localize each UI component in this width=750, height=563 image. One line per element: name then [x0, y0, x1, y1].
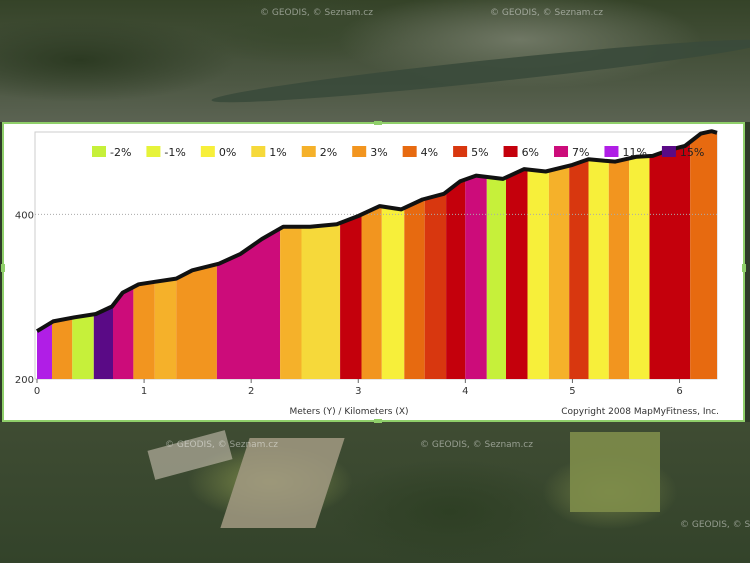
copyright-text: Copyright 2008 MapMyFitness, Inc. [561, 407, 719, 417]
grade-segment [506, 169, 528, 379]
x-axis-label: Meters (Y) / Kilometers (X) [289, 407, 408, 417]
grade-segment [465, 175, 487, 379]
x-tick-label: 5 [569, 386, 575, 397]
legend-label: 5% [471, 146, 488, 159]
grade-segment [649, 141, 691, 379]
grade-segment [424, 192, 447, 379]
resize-handle-left[interactable] [1, 264, 5, 272]
grade-segment [588, 159, 609, 379]
legend-label: -2% [110, 146, 131, 159]
grade-segment [93, 305, 113, 379]
grade-segment [176, 264, 217, 379]
grade-segment [446, 179, 466, 379]
grade-segment [527, 169, 549, 379]
resize-handle-bottom[interactable] [374, 419, 382, 423]
legend-swatch [604, 146, 619, 157]
legend-label: 1% [269, 146, 286, 159]
grade-segment [629, 156, 650, 379]
legend: -2% -1% 0% 1% 2% 3% 4% 5% 6% 7% 11% 15% [92, 146, 704, 159]
grade-segment [52, 317, 73, 379]
legend-label: 0% [219, 146, 236, 159]
legend-swatch [200, 146, 215, 157]
map-watermark: © GEODIS, © Seznam.cz [490, 8, 603, 18]
legend-label: 4% [421, 146, 438, 159]
map-watermark: © GEODIS, © Seznam.cz [260, 8, 373, 18]
grade-segment [361, 206, 382, 379]
grade-segment [280, 226, 302, 379]
legend-swatch [402, 146, 417, 157]
grade-segment [608, 158, 630, 379]
x-tick-label: 6 [676, 386, 682, 397]
grade-segment [486, 177, 506, 379]
resize-handle-right[interactable] [742, 264, 746, 272]
legend-swatch [301, 146, 316, 157]
grade-segment [133, 281, 155, 379]
legend-swatch [453, 146, 468, 157]
legend-label: 2% [320, 146, 337, 159]
legend-label: -1% [164, 146, 185, 159]
elevation-line [35, 129, 718, 333]
grade-segments [37, 131, 717, 379]
elevation-chart-panel: -2% -1% 0% 1% 2% 3% 4% 5% 6% 7% 11% 15% 0 1 2 3 4 5 6 200… [1, 121, 746, 423]
map-watermark: © GEODIS, © Seznam.cz [680, 520, 750, 530]
x-tick-label: 1 [141, 386, 147, 397]
x-tick-label: 4 [462, 386, 468, 397]
legend-swatch [661, 146, 676, 157]
y-tick-label: 200 [15, 375, 34, 386]
legend-label: 3% [370, 146, 387, 159]
map-watermark: © GEODIS, © Seznam.cz [420, 440, 533, 450]
legend-swatch [503, 146, 518, 157]
grade-segment [548, 165, 570, 379]
grade-segment [37, 322, 52, 379]
grade-segment [690, 131, 717, 379]
legend-swatch [146, 146, 161, 157]
river [210, 30, 750, 112]
satellite-map-top [0, 0, 750, 122]
grade-segment [404, 198, 425, 379]
x-tick-label: 3 [355, 386, 361, 397]
resize-handle-top[interactable] [374, 121, 382, 125]
legend-label: 7% [572, 146, 589, 159]
legend-swatch [352, 146, 367, 157]
grade-segment [569, 159, 589, 379]
grade-segment [72, 314, 94, 379]
x-tick-label: 2 [248, 386, 254, 397]
map-watermark: © GEODIS, © Seznam.cz [165, 440, 278, 450]
grade-segment [381, 206, 405, 379]
legend-label: 15% [680, 146, 704, 159]
grade-segment [113, 287, 134, 379]
grade-segment [216, 228, 281, 379]
legend-swatch [554, 146, 569, 157]
legend-label: 11% [622, 146, 646, 159]
y-tick-label: 400 [15, 210, 34, 221]
map-field [570, 432, 660, 512]
grade-segment [340, 214, 362, 379]
x-tick-label: 0 [34, 386, 40, 397]
x-axis-ticks: 0 1 2 3 4 5 6 [34, 379, 683, 397]
legend-label: 6% [522, 146, 539, 159]
y-axis-ticks: 200 400 [15, 210, 34, 386]
legend-swatch [251, 146, 266, 157]
elevation-chart: -2% -1% 0% 1% 2% 3% 4% 5% 6% 7% 11% 15% 0 1 2 3 4 5 6 200… [15, 129, 719, 417]
grade-segment [154, 278, 177, 379]
legend-swatch [92, 146, 106, 157]
grade-segment [301, 223, 341, 379]
